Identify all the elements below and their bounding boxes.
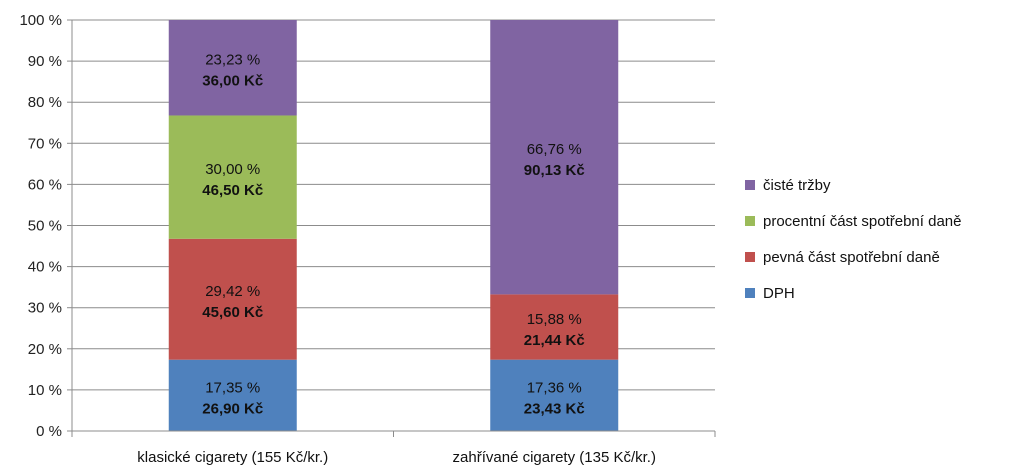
y-tick-label: 30 %: [28, 300, 62, 317]
y-tick-label: 70 %: [28, 135, 62, 152]
y-tick-label: 20 %: [28, 341, 62, 358]
y-tick-label: 60 %: [28, 176, 62, 193]
legend-swatch: [745, 252, 755, 262]
y-tick-label: 100 %: [19, 12, 62, 29]
legend-label: pevná část spotřební daně: [763, 248, 940, 266]
legend-swatch: [745, 180, 755, 190]
legend-item: pevná část spotřební daně: [745, 247, 1015, 267]
data-label-percent: 17,35 %: [205, 379, 260, 396]
bar-segment: [168, 359, 297, 431]
data-label-amount: 21,44 Kč: [524, 332, 585, 349]
data-label-amount: 36,00 Kč: [202, 73, 263, 90]
x-axis-category-labels: klasické cigarety (155 Kč/kr.) zahřívané …: [137, 449, 656, 466]
legend-label: procentní část spotřební daně: [763, 212, 962, 230]
legend-label: DPH: [763, 284, 795, 302]
y-tick-label: 90 %: [28, 53, 62, 70]
y-tick-label: 80 %: [28, 94, 62, 111]
data-label-percent: 29,42 %: [205, 283, 260, 300]
y-tick-label: 0 %: [36, 423, 62, 440]
data-label-amount: 26,90 Kč: [202, 400, 263, 417]
bar-segment: [168, 115, 297, 239]
bar-segment: [168, 20, 297, 116]
x-category-label: klasické cigarety (155 Kč/kr.): [137, 449, 328, 466]
data-label-amount: 45,60 Kč: [202, 304, 263, 321]
y-tick-label: 50 %: [28, 218, 62, 235]
data-label-amount: 90,13 Kč: [524, 162, 585, 179]
bar-segment: [168, 238, 297, 360]
legend-label: čisté tržby: [763, 176, 831, 194]
axes: [71, 20, 716, 437]
legend-item: DPH: [745, 283, 1015, 303]
bar-segment: [490, 359, 619, 431]
y-tick-label: 10 %: [28, 382, 62, 399]
legend: čisté tržby procentní část spotřební daně…: [745, 175, 1015, 319]
data-label-percent: 23,23 %: [205, 52, 260, 69]
x-category-label: zahřívané cigarety (135 Kč/kr.): [453, 449, 656, 466]
bar-segments: 17,35 % 26,90 Kč 29,42 % 45,60 Kč 30,00 % 46,…: [168, 20, 619, 431]
data-label-percent: 30,00 %: [205, 161, 260, 178]
data-label-amount: 46,50 Kč: [202, 182, 263, 199]
bar-segment: [490, 20, 619, 295]
legend-item: procentní část spotřební daně: [745, 211, 1015, 231]
bar-segment: [490, 294, 619, 360]
data-label-amount: 23,43 Kč: [524, 400, 585, 417]
data-label-percent: 17,36 %: [527, 379, 582, 396]
y-axis-tick-labels: 0 % 10 % 20 % 30 % 40 % 50 % 60 % 70 % 80 % 90 % 1…: [19, 12, 62, 440]
y-tick-label: 40 %: [28, 259, 62, 276]
legend-item: čisté tržby: [745, 175, 1015, 195]
legend-swatch: [745, 288, 755, 298]
data-label-percent: 66,76 %: [527, 141, 582, 158]
legend-swatch: [745, 216, 755, 226]
data-label-percent: 15,88 %: [527, 311, 582, 328]
